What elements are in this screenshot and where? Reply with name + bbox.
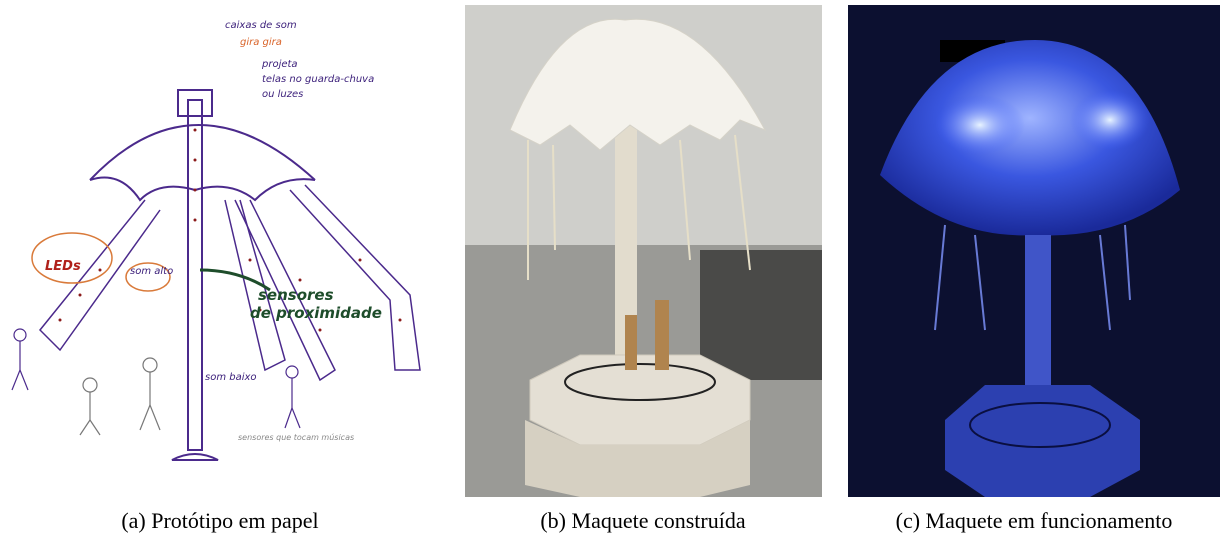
sketch-note: LEDs [45, 259, 81, 274]
subfigure-caption: (a) Protótipo em papel [121, 508, 318, 533]
subfigure-caption: (b) Maquete construída [540, 508, 745, 533]
figure: caixas de som gira gira projeta telas no gu… [0, 0, 1224, 544]
sketch-note: ou luzes [262, 89, 303, 100]
sketch-note: som alto [130, 266, 173, 277]
sketch-note: caixas de som [225, 20, 297, 31]
sketch-note: sensores que tocam músicas [238, 433, 354, 442]
sketch-note: sensores [258, 286, 334, 304]
sketch-note: projeta [261, 59, 298, 70]
subfigure-caption: (c) Maquete em funcionamento [896, 508, 1173, 533]
sketch-note: som baixo [205, 372, 257, 383]
sketch-note: de proximidade [250, 304, 382, 322]
model-lit-photo [848, 5, 1220, 497]
model-photo [465, 5, 822, 497]
sketch-note: telas no guarda-chuva [262, 74, 374, 85]
sketch-note: gira gira [240, 37, 282, 48]
